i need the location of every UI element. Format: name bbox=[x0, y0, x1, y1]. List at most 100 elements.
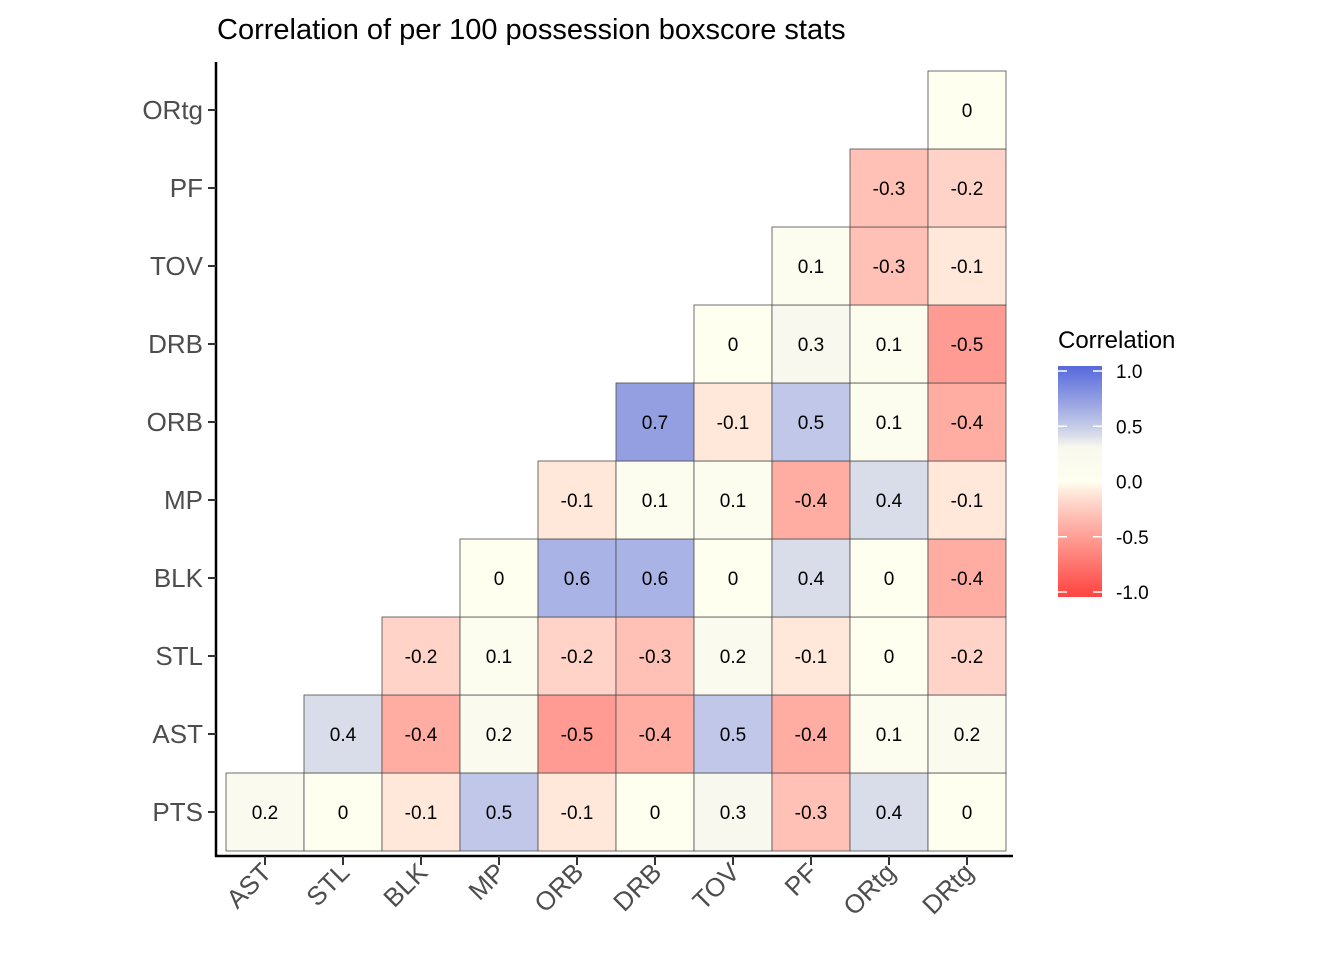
x-tick-label: DRB bbox=[607, 857, 667, 917]
cell-label: -0.4 bbox=[795, 491, 828, 512]
cell-label: -0.4 bbox=[951, 413, 984, 434]
legend-label: 0.0 bbox=[1116, 473, 1142, 494]
cell-label: 0.2 bbox=[720, 647, 746, 668]
heatmap-cells: 0.2 0 -0.1 0.5 -0.1 0 0.3 -0.3 0.4 0 0.4 -0.4 0.2 -0.… bbox=[225, 70, 1007, 852]
cell-blk-mp bbox=[459, 538, 539, 618]
cell-stl-mp bbox=[459, 616, 539, 696]
cell-drb-ortg bbox=[849, 304, 929, 384]
cell-ast-drtg bbox=[927, 694, 1007, 774]
cell-label: -0.3 bbox=[873, 257, 906, 278]
y-tick-label: MP bbox=[164, 485, 203, 515]
cell-label: 0 bbox=[962, 101, 973, 122]
cell-label: -0.4 bbox=[405, 725, 438, 746]
cell-label: 0.3 bbox=[720, 803, 746, 824]
cell-mp-tov bbox=[693, 460, 773, 540]
cell-label: 0 bbox=[884, 569, 895, 590]
legend-ticks: 1.0 0.5 0.0 -0.5 -1.0 bbox=[1058, 362, 1149, 604]
chart-title: Correlation of per 100 possession boxsco… bbox=[217, 14, 846, 46]
cell-mp-drb bbox=[615, 460, 695, 540]
x-tick-label: BLK bbox=[377, 857, 433, 913]
cell-pts-orb bbox=[537, 772, 617, 852]
cell-label: -0.1 bbox=[405, 803, 438, 824]
legend-title: Correlation bbox=[1058, 327, 1175, 354]
cell-stl-pf bbox=[771, 616, 851, 696]
cell-label: -0.2 bbox=[951, 647, 984, 668]
cell-label: -0.3 bbox=[639, 647, 672, 668]
cell-label: 0.4 bbox=[330, 725, 357, 746]
cell-label: 0.4 bbox=[798, 569, 825, 590]
cell-label: 0.5 bbox=[798, 413, 824, 434]
y-tick-label: BLK bbox=[154, 563, 204, 593]
cell-label: -0.1 bbox=[951, 257, 984, 278]
cell-label: -0.1 bbox=[717, 413, 750, 434]
cell-label: 0 bbox=[338, 803, 349, 824]
x-tick-label: PF bbox=[779, 857, 824, 902]
legend-label: 0.5 bbox=[1116, 417, 1142, 438]
axes bbox=[214, 62, 1013, 858]
x-tick-label: AST bbox=[220, 857, 277, 914]
cell-label: 0 bbox=[728, 335, 739, 356]
cell-ast-ortg bbox=[849, 694, 929, 774]
cell-label: 0.6 bbox=[564, 569, 590, 590]
cell-label: -0.2 bbox=[405, 647, 438, 668]
legend-label: 1.0 bbox=[1116, 362, 1142, 383]
cell-label: -0.5 bbox=[561, 725, 594, 746]
cell-drb-pf bbox=[771, 304, 851, 384]
cell-stl-blk bbox=[381, 616, 461, 696]
cell-pf-ortg bbox=[849, 148, 929, 228]
cell-label: 0.2 bbox=[486, 725, 512, 746]
cell-drb-tov bbox=[693, 304, 773, 384]
cell-label: 0.1 bbox=[876, 725, 902, 746]
cell-mp-drtg bbox=[927, 460, 1007, 540]
cell-pts-stl bbox=[303, 772, 383, 852]
cell-pts-mp bbox=[459, 772, 539, 852]
x-tick-label: ORtg bbox=[837, 857, 901, 921]
y-axis-ticks: PTS AST STL BLK MP ORB DRB TOV PF ORtg bbox=[142, 95, 216, 827]
cell-orb-tov bbox=[693, 382, 773, 462]
cell-label: 0.1 bbox=[486, 647, 512, 668]
cell-ast-blk bbox=[381, 694, 461, 774]
cell-label: -0.2 bbox=[951, 179, 984, 200]
cell-label: 0.6 bbox=[642, 569, 668, 590]
cell-label: -0.4 bbox=[795, 725, 828, 746]
y-tick-label: PF bbox=[170, 173, 203, 203]
cell-label: 0 bbox=[962, 803, 973, 824]
cell-label: 0.1 bbox=[876, 413, 902, 434]
y-tick-label: STL bbox=[155, 641, 203, 671]
x-tick-label: TOV bbox=[687, 857, 746, 916]
cell-label: 0.4 bbox=[876, 803, 903, 824]
cell-label: 0.5 bbox=[486, 803, 512, 824]
cell-label: -0.3 bbox=[795, 803, 828, 824]
cell-pts-ast bbox=[225, 772, 305, 852]
cell-mp-orb bbox=[537, 460, 617, 540]
cell-label: 0.1 bbox=[876, 335, 902, 356]
cell-ast-drb bbox=[615, 694, 695, 774]
cell-label: -0.4 bbox=[951, 569, 984, 590]
cell-pts-ortg bbox=[849, 772, 929, 852]
y-tick-label: AST bbox=[152, 719, 203, 749]
x-tick-label: DRtg bbox=[916, 857, 979, 920]
cell-label: 0 bbox=[728, 569, 739, 590]
y-tick-label: ORB bbox=[147, 407, 203, 437]
cell-label: -0.3 bbox=[873, 179, 906, 200]
x-tick-label: ORB bbox=[528, 857, 589, 918]
x-axis-ticks: AST STL BLK MP ORB DRB TOV PF ORtg DRtg bbox=[220, 856, 979, 921]
cell-label: 0.1 bbox=[642, 491, 668, 512]
cell-blk-drtg bbox=[927, 538, 1007, 618]
y-tick-label: ORtg bbox=[142, 95, 203, 125]
cell-pts-drb bbox=[615, 772, 695, 852]
cell-ast-pf bbox=[771, 694, 851, 774]
cell-label: 0 bbox=[884, 647, 895, 668]
color-legend: Correlation 1.0 0.5 0.0 -0.5 -1.0 bbox=[1058, 327, 1175, 604]
cell-label: -0.1 bbox=[951, 491, 984, 512]
cell-ast-tov bbox=[693, 694, 773, 774]
legend-label: -0.5 bbox=[1116, 528, 1149, 549]
y-tick-label: DRB bbox=[148, 329, 203, 359]
cell-drb-drtg bbox=[927, 304, 1007, 384]
cell-stl-drtg bbox=[927, 616, 1007, 696]
cell-ortg-drtg bbox=[927, 70, 1007, 150]
cell-label: 0.1 bbox=[798, 257, 824, 278]
cell-orb-drb bbox=[615, 382, 695, 462]
cell-label: -0.1 bbox=[795, 647, 828, 668]
